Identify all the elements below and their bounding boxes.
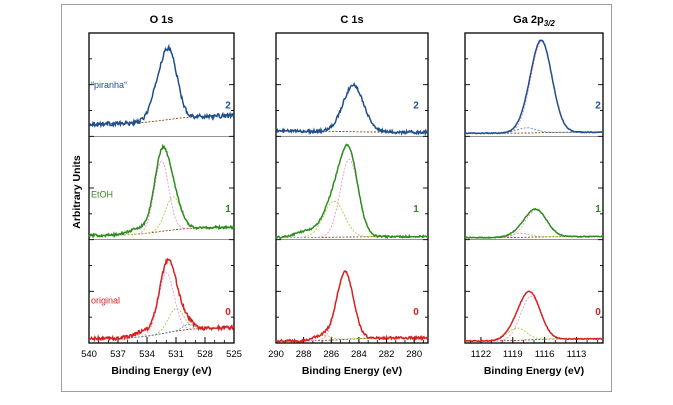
panel-title: O 1s xyxy=(150,14,174,26)
x-tick-label: 537 xyxy=(110,349,126,360)
x-axis-label: Binding Energy (eV) xyxy=(484,365,584,377)
fit-component xyxy=(89,196,234,236)
series-index-label: 2 xyxy=(413,100,419,111)
series-index-label: 1 xyxy=(595,204,601,215)
x-axis-label: Binding Energy (eV) xyxy=(302,365,402,377)
fit-component xyxy=(89,160,234,236)
x-tick-label: 284 xyxy=(351,349,367,360)
x-tick-label: 1122 xyxy=(471,349,491,360)
series-index-label: 1 xyxy=(225,204,231,215)
x-tick-label: 288 xyxy=(296,349,312,360)
series-label: “piranha“ xyxy=(91,80,127,90)
series-label: EtOH xyxy=(91,189,113,199)
x-tick-label: 534 xyxy=(139,349,155,360)
series-line-etoh xyxy=(88,143,235,240)
y-axis-label: Arbitrary Units xyxy=(71,155,83,229)
x-tick-label: 290 xyxy=(268,349,284,360)
panel-1: O 1s 540 537 534 531 528 525 Binding Energy (eV… xyxy=(81,14,242,377)
x-tick-label: 286 xyxy=(323,349,339,360)
series-index-label: 2 xyxy=(595,100,601,111)
series-line-original xyxy=(275,269,429,344)
x-tick-label: 1113 xyxy=(567,349,587,360)
panel-title: C 1s xyxy=(340,14,363,26)
panel-2: C 1s 290 288 286 284 282 280 Binding Energy (eV… xyxy=(268,14,429,377)
x-axis-label: Binding Energy (eV) xyxy=(111,365,211,377)
series-line-piranha xyxy=(464,39,603,135)
x-tick-label: 282 xyxy=(379,349,395,360)
series-line-etoh xyxy=(464,207,604,239)
series-index-label: 0 xyxy=(413,307,419,318)
series-label: original xyxy=(91,296,120,306)
fit-component xyxy=(276,200,428,239)
fit-component xyxy=(465,327,603,342)
panels: O 1s 540 537 534 531 528 525 Binding Energy (eV… xyxy=(81,14,604,377)
x-tick-label: 1116 xyxy=(535,349,555,360)
series-index-label: 0 xyxy=(225,307,231,318)
series-line-original xyxy=(88,257,235,343)
panel-title-subscript: 3/2 xyxy=(544,19,556,28)
x-tick-label: 531 xyxy=(168,349,184,360)
series-index-label: 1 xyxy=(413,204,419,215)
series-index-label: 2 xyxy=(225,100,231,111)
x-tick-label: 525 xyxy=(226,349,242,360)
series-line-etoh xyxy=(275,143,429,240)
x-tick-label: 1119 xyxy=(503,349,523,360)
figure-frame xyxy=(61,4,612,392)
x-tick-label: 280 xyxy=(406,349,422,360)
series-line-piranha xyxy=(88,43,235,129)
series-index-label: 0 xyxy=(595,307,601,318)
series-line-original xyxy=(464,290,604,343)
series-line-piranha xyxy=(275,81,429,137)
x-tick-label: 528 xyxy=(197,349,213,360)
x-tick-label: 540 xyxy=(81,349,97,360)
